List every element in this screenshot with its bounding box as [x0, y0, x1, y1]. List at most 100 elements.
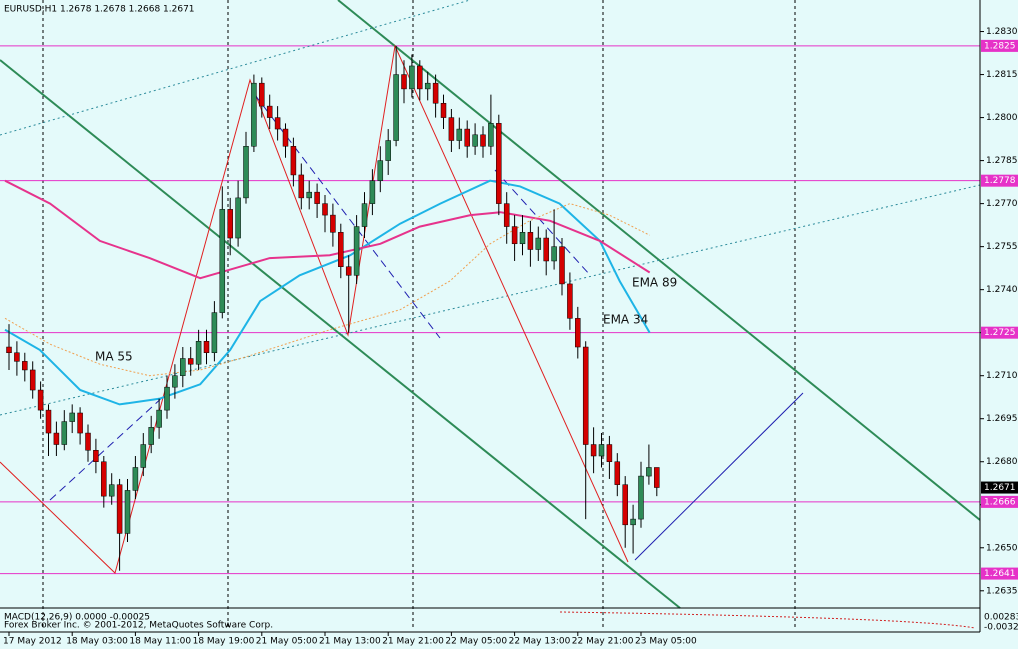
candle-body [330, 214, 336, 233]
level-tag [981, 174, 1018, 187]
candle-body [590, 444, 597, 457]
candle-body [22, 361, 28, 371]
level-label: 1.2641 [984, 569, 1016, 579]
candle-body [69, 412, 75, 422]
candle-body [432, 82, 439, 104]
candle-body [187, 358, 194, 365]
candle-body [172, 375, 178, 388]
candle-body [306, 191, 312, 199]
candle-body [448, 117, 455, 141]
y-tick-label: 1.2680 [986, 457, 1018, 467]
last-price-tag [981, 481, 1018, 494]
indicator-line [4, 179, 651, 406]
candle-body [401, 74, 407, 90]
x-tick-label: 22 May 21:00 [572, 637, 634, 647]
zigzag [0, 44, 629, 574]
candle-body [440, 102, 447, 118]
candle-body [195, 341, 202, 365]
macd-label: MACD(12,26,9) 0.0000 -0.00025 [4, 613, 150, 623]
candle-body [654, 467, 660, 488]
day-separators [42, 0, 796, 630]
candle-body [582, 346, 589, 445]
y-tick-label: 1.2815 [986, 70, 1018, 80]
candle-body [132, 467, 139, 491]
candle-body [417, 65, 423, 90]
candle-body [45, 409, 52, 434]
candle-body [543, 237, 549, 262]
dashed-line [494, 169, 591, 276]
candle-body [472, 134, 478, 147]
candle-body [559, 246, 565, 285]
candle-body [575, 318, 581, 348]
candle-body [496, 123, 502, 204]
macd-signal [559, 611, 976, 629]
y-tick-label: 1.2650 [986, 543, 1018, 553]
candle-body [101, 461, 107, 497]
candle-body [511, 226, 518, 245]
header: EURUSD,H1 1.2678 1.2678 1.2668 1.2671 [4, 5, 195, 15]
level-label: 1.2725 [984, 328, 1016, 338]
candle-body [14, 352, 20, 362]
y-tick-label: 1.2755 [986, 242, 1018, 252]
y-tick-label: 1.2830 [986, 27, 1018, 37]
candle-body [219, 209, 226, 313]
y-tick-label: 1.2785 [986, 156, 1018, 166]
drawings [0, 0, 981, 609]
candle-body [488, 123, 494, 147]
candle-body [180, 358, 186, 376]
candle-body [37, 389, 44, 411]
projection [634, 392, 804, 561]
level-label: 1.2666 [984, 497, 1016, 507]
x-tick-label: 21 May 13:00 [319, 637, 381, 647]
x-tick-label: 17 May 2012 [3, 637, 62, 647]
candle-body [630, 518, 636, 526]
x-tick-label: 22 May 05:00 [445, 637, 507, 647]
candle-body [235, 197, 241, 239]
candle-body [424, 82, 431, 90]
level-label: 1.2825 [984, 41, 1016, 51]
candle-body [314, 191, 320, 204]
level-tag [981, 495, 1018, 508]
last-price-label: 1.2671 [984, 483, 1016, 493]
candle-body [164, 386, 170, 411]
candle-body [259, 82, 265, 107]
candle-body [614, 461, 621, 485]
candle-body [456, 128, 463, 141]
candle-body [243, 146, 249, 199]
level-tag [981, 567, 1018, 580]
indicators [4, 179, 651, 406]
candle-body [519, 232, 526, 245]
candles [6, 45, 660, 571]
candle-body [622, 484, 628, 526]
candle-body [464, 128, 470, 147]
candle-body [116, 484, 123, 534]
candle-body [606, 444, 613, 462]
candle-body [53, 432, 60, 445]
candle-body [227, 209, 233, 239]
candle-body [567, 283, 573, 319]
candle-body [108, 484, 115, 497]
trend-line [0, 0, 471, 136]
candle-body [393, 74, 399, 141]
level-label: 1.2778 [984, 176, 1016, 186]
y-tick-label: 1.2710 [986, 371, 1018, 381]
candle-body [385, 140, 391, 161]
macd-tick: -0.00323 [984, 623, 1018, 633]
candle-body [29, 369, 36, 391]
x-tick-label: 21 May 05:00 [256, 637, 318, 647]
dashed-line [254, 94, 441, 339]
candle-body [298, 174, 305, 199]
candle-body [598, 444, 605, 457]
candle-body [93, 450, 99, 462]
indicator-line [4, 179, 651, 280]
candle-body [282, 128, 289, 147]
candle-body [274, 117, 281, 130]
y-tick-label: 1.2770 [986, 199, 1018, 209]
y-tick-label: 1.2800 [986, 113, 1018, 123]
candle-body [61, 421, 68, 445]
candle-body [140, 444, 147, 468]
candle-body [345, 266, 352, 276]
candle-body [369, 180, 376, 204]
